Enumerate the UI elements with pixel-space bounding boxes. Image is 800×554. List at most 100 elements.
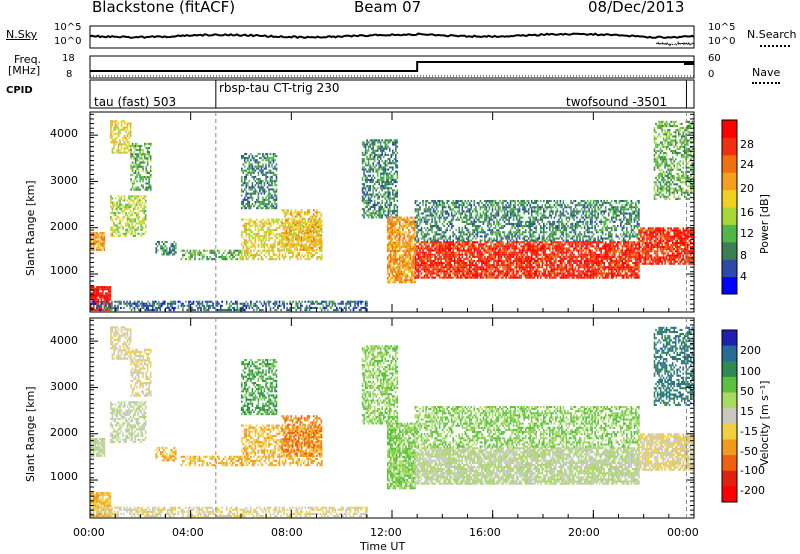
power-cell bbox=[493, 249, 495, 252]
power-cell bbox=[215, 256, 217, 259]
power-cell bbox=[478, 249, 480, 252]
power-cell bbox=[370, 193, 373, 196]
power-cell bbox=[423, 264, 426, 267]
power-cell bbox=[391, 216, 394, 219]
power-cell bbox=[423, 257, 426, 260]
power-cell bbox=[500, 272, 503, 275]
power-cell bbox=[594, 255, 596, 258]
power-cell bbox=[128, 218, 130, 221]
power-cell bbox=[508, 262, 510, 265]
power-cell bbox=[403, 270, 406, 273]
power-cell bbox=[274, 165, 276, 168]
power-cell bbox=[130, 157, 132, 160]
power-cell bbox=[122, 205, 124, 208]
power-cell bbox=[381, 168, 383, 171]
power-cell bbox=[257, 153, 260, 156]
power-cell bbox=[375, 216, 377, 219]
power-cell bbox=[479, 253, 482, 256]
power-cell bbox=[476, 253, 479, 256]
power-cell bbox=[411, 235, 413, 238]
power-cell bbox=[294, 232, 297, 235]
power-cell bbox=[106, 298, 109, 301]
power-cell bbox=[382, 141, 385, 144]
power-cell bbox=[389, 183, 391, 186]
power-cell bbox=[463, 245, 465, 248]
power-cell bbox=[145, 157, 147, 160]
power-cell bbox=[271, 245, 273, 248]
power-cell bbox=[395, 185, 397, 188]
power-cell bbox=[444, 247, 447, 250]
power-cell bbox=[372, 187, 374, 190]
power-cell bbox=[306, 246, 309, 249]
power-cell bbox=[456, 274, 459, 277]
power-cell bbox=[414, 257, 417, 260]
power-cell bbox=[580, 247, 583, 250]
power-cell bbox=[414, 264, 417, 267]
power-cell bbox=[373, 151, 376, 154]
power-cell bbox=[271, 175, 273, 178]
power-cell bbox=[131, 222, 133, 225]
power-cell bbox=[399, 216, 401, 219]
power-cell bbox=[562, 266, 565, 269]
power-cell bbox=[367, 195, 370, 198]
power-cell bbox=[376, 158, 379, 161]
power-cell bbox=[405, 275, 407, 278]
power-cell bbox=[99, 294, 101, 297]
power-cell bbox=[142, 159, 144, 162]
power-cell bbox=[496, 251, 498, 254]
power-cell bbox=[263, 220, 266, 223]
power-cell bbox=[296, 258, 299, 261]
power-cell bbox=[373, 166, 376, 169]
power-cell bbox=[447, 259, 450, 262]
power-cell bbox=[110, 122, 112, 125]
power-cell bbox=[136, 174, 138, 177]
power-cell bbox=[242, 198, 245, 201]
power-cell bbox=[496, 274, 498, 277]
power-cell bbox=[247, 258, 249, 261]
power-cell bbox=[456, 264, 459, 267]
power-cell bbox=[272, 258, 275, 261]
power-cell bbox=[395, 170, 397, 173]
power-cell bbox=[373, 153, 376, 156]
power-cell bbox=[288, 228, 291, 231]
power-cell bbox=[269, 228, 272, 231]
power-cell bbox=[473, 249, 476, 252]
power-cell bbox=[494, 270, 497, 273]
power-cell bbox=[592, 241, 595, 244]
power-cell bbox=[248, 239, 251, 242]
power-cell bbox=[541, 266, 544, 269]
power-cell bbox=[443, 272, 445, 275]
power-cell bbox=[295, 235, 297, 238]
power-cell bbox=[512, 268, 515, 271]
power-cell bbox=[521, 253, 524, 256]
power-cell bbox=[248, 186, 251, 189]
power-cell bbox=[97, 294, 100, 297]
power-cell bbox=[393, 250, 395, 253]
power-cell bbox=[300, 211, 303, 214]
power-cell bbox=[414, 222, 416, 225]
power-cell bbox=[444, 257, 447, 260]
power-cell bbox=[402, 241, 404, 244]
power-cell bbox=[399, 233, 401, 236]
power-cell bbox=[319, 238, 321, 241]
power-cell bbox=[425, 274, 427, 277]
power-cell bbox=[408, 250, 410, 253]
power-cell bbox=[440, 245, 442, 248]
power-cell bbox=[134, 228, 136, 231]
power-cell bbox=[481, 274, 483, 277]
power-cell bbox=[589, 276, 592, 279]
power-cell bbox=[363, 170, 365, 173]
power-cell bbox=[526, 245, 528, 248]
power-cell bbox=[588, 268, 590, 271]
power-cell bbox=[266, 198, 269, 201]
power-cell bbox=[281, 253, 284, 256]
power-cell bbox=[302, 248, 304, 251]
power-cell bbox=[579, 243, 581, 246]
power-cell bbox=[242, 184, 245, 187]
power-cell bbox=[253, 192, 255, 195]
power-cell bbox=[314, 225, 317, 228]
power-cell bbox=[286, 226, 288, 229]
power-cell bbox=[130, 153, 132, 156]
power-cell bbox=[254, 226, 257, 229]
power-cell bbox=[386, 201, 388, 204]
